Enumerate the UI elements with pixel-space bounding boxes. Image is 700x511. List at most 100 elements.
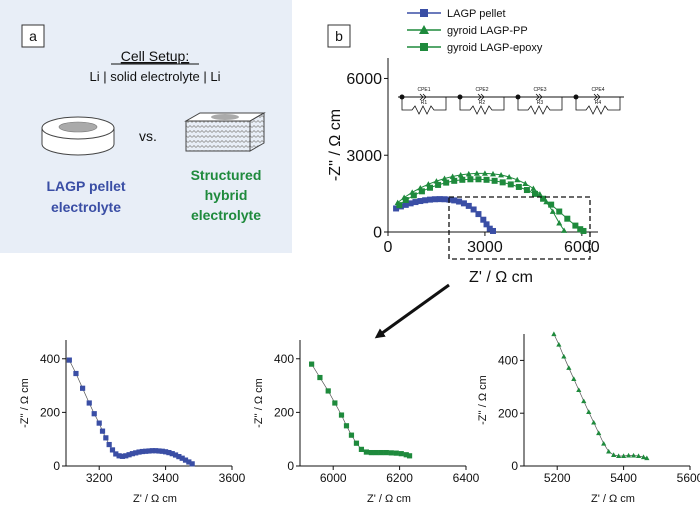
data-point <box>343 423 350 429</box>
series <box>551 331 650 461</box>
series-line <box>68 359 193 465</box>
series <box>396 176 587 234</box>
data-point <box>393 205 400 212</box>
data-point <box>515 183 522 190</box>
data-point <box>106 441 112 448</box>
data-point <box>368 449 374 456</box>
y-axis-label: -Z'' / Ω cm <box>253 378 265 428</box>
data-point <box>123 453 129 459</box>
data-point <box>317 374 323 381</box>
data-point <box>169 451 175 457</box>
circuit-cpe-label: CPE2 <box>475 87 488 93</box>
data-point <box>396 202 403 209</box>
data-point <box>457 171 464 178</box>
data-point <box>571 376 577 381</box>
data-point <box>451 197 458 204</box>
data-point <box>406 453 413 459</box>
data-point <box>388 450 394 456</box>
data-point <box>348 432 355 438</box>
x-axis-label: Z' / Ω cm <box>367 493 411 505</box>
data-point <box>564 215 571 222</box>
data-point <box>611 452 617 457</box>
zoom-chart-gyroid-epoxy: 6000 6200 6400 0 200 400 Z' / Ω cm -Z'' / Ω cm <box>253 340 480 505</box>
circuit-cpe-label: CPE3 <box>533 87 546 93</box>
data-point <box>441 175 448 181</box>
vs-text: vs. <box>139 128 157 144</box>
data-point <box>358 446 365 452</box>
data-point <box>556 220 563 226</box>
data-point <box>451 177 458 184</box>
data-point <box>490 227 496 234</box>
data-point <box>407 200 414 207</box>
data-point <box>402 197 409 204</box>
data-point <box>412 199 419 206</box>
y-tick-label: 0 <box>511 459 518 473</box>
data-point <box>126 452 132 458</box>
data-point <box>483 176 490 183</box>
data-point <box>467 176 474 183</box>
data-point <box>630 452 637 458</box>
data-point <box>383 449 389 456</box>
data-point <box>422 197 429 204</box>
x-tick-label: 6400 <box>453 471 480 485</box>
data-point <box>393 450 399 456</box>
data-point <box>146 448 152 454</box>
y-axis-label: -Z'' / Ω cm <box>477 375 489 425</box>
zoom-chart-lagp-pellet: 3200 3400 3600 0 200 400 Z' / Ω cm -Z'' / Ω cm <box>19 340 246 505</box>
data-point <box>530 185 537 191</box>
data-point <box>635 453 642 459</box>
data-point <box>149 448 155 454</box>
cpe-symbol <box>477 93 485 101</box>
data-point <box>481 170 488 176</box>
cell-setup-title: Cell Setup: <box>121 48 189 64</box>
data-point <box>441 196 448 203</box>
data-point <box>640 454 647 460</box>
data-point <box>410 192 417 199</box>
hybrid-label-line2: hybrid <box>205 187 248 203</box>
resistor-symbol <box>575 97 621 115</box>
data-point <box>616 453 622 459</box>
data-point <box>621 453 627 459</box>
data-point <box>475 211 482 218</box>
data-point <box>435 181 442 188</box>
pellet-disk-icon <box>41 116 115 156</box>
data-point <box>522 180 529 187</box>
data-point <box>580 227 587 234</box>
cpe-symbol <box>419 93 427 101</box>
x-tick-label: 0 <box>384 239 393 256</box>
circuit-r-label: R2 <box>479 100 486 106</box>
x-tick-label: 3400 <box>152 471 179 485</box>
data-point <box>427 196 433 203</box>
data-point <box>473 170 480 176</box>
data-point <box>402 201 409 208</box>
data-point <box>561 353 567 359</box>
data-point <box>486 225 493 232</box>
zoom-arrow <box>374 283 450 339</box>
pellet-label-line1: LAGP pellet <box>46 178 125 194</box>
data-point <box>480 216 487 223</box>
data-point <box>91 411 97 417</box>
data-point <box>119 453 126 459</box>
data-point <box>536 191 543 197</box>
data-point <box>116 453 122 459</box>
legend-item-lagp-pellet: LAGP pellet <box>407 8 506 20</box>
legend-label-3: gyroid LAGP-epoxy <box>447 42 543 54</box>
data-point <box>189 461 195 467</box>
data-point <box>436 196 443 203</box>
panel-b-label-box <box>327 24 351 48</box>
data-point <box>99 428 106 434</box>
data-point <box>465 170 472 177</box>
data-point <box>586 409 592 414</box>
legend-item-gyroid-pp: gyroid LAGP-PP <box>407 25 528 37</box>
panel-a-label: a <box>29 28 37 44</box>
x-axis-label: Z' / Ω cm <box>591 493 635 505</box>
series-line <box>398 178 584 232</box>
data-point <box>556 208 563 215</box>
data-point <box>625 452 632 458</box>
data-point <box>470 206 477 213</box>
circuit-cpe-label: CPE4 <box>591 87 604 93</box>
data-point <box>86 400 92 406</box>
legend: LAGP pellet gyroid LAGP-PP gyroid LAGP-e… <box>407 8 543 54</box>
data-point <box>577 226 584 233</box>
